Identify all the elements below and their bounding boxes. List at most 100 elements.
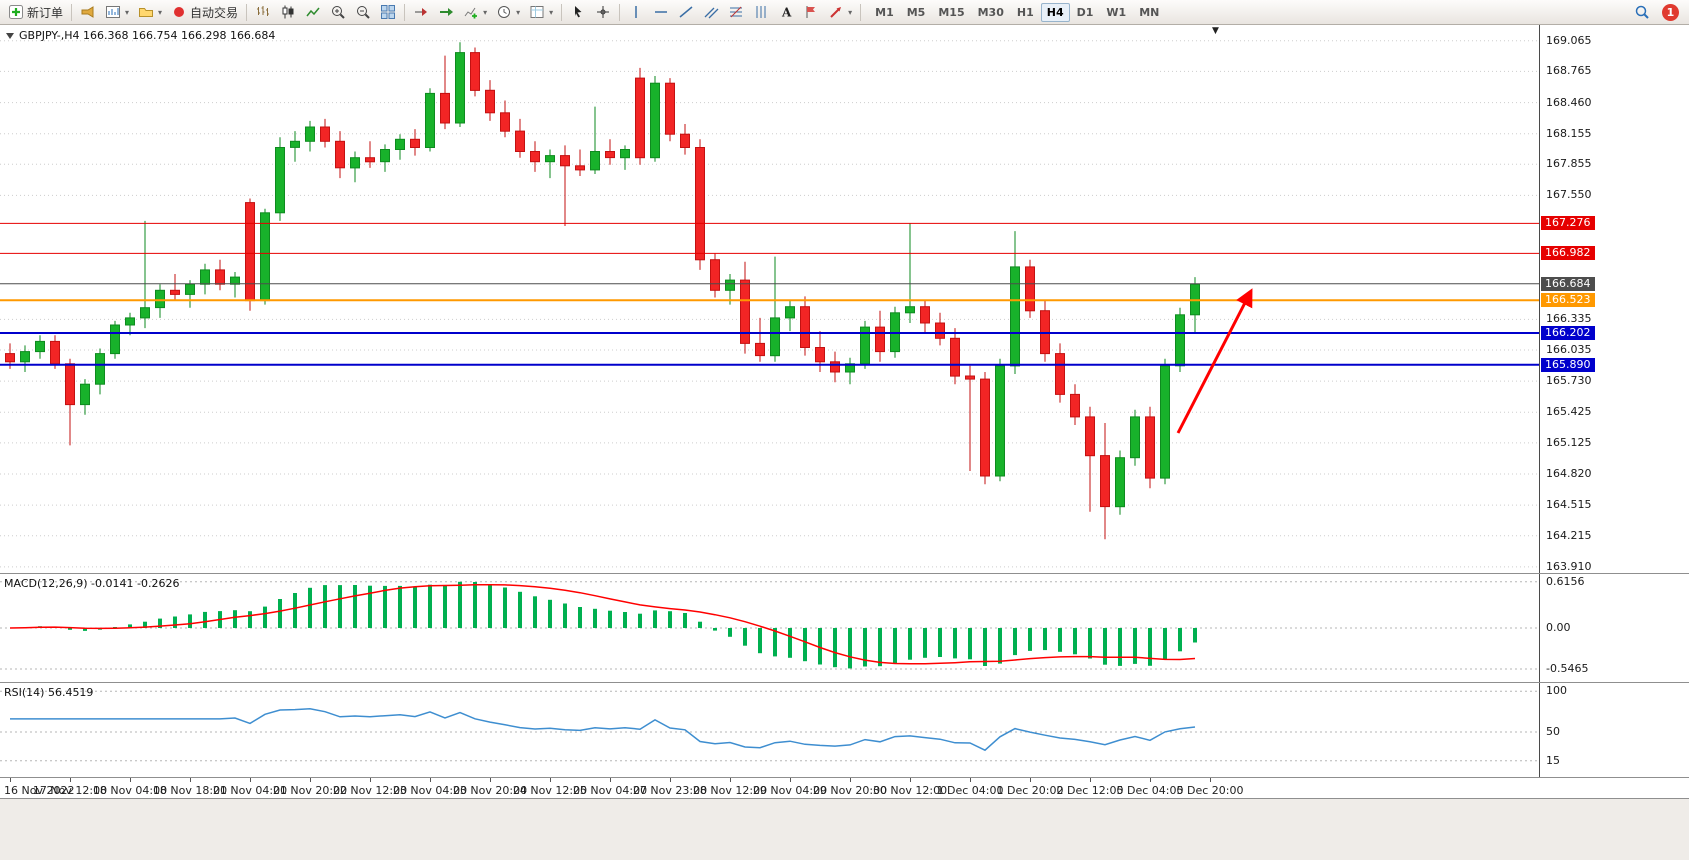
symbol-ohlc-text: GBPJPY-,H4 166.368 166.754 166.298 166.6…	[19, 29, 276, 42]
macd-scale-label: 0.00	[1546, 621, 1571, 634]
indicators-button[interactable]: ▾	[459, 2, 491, 23]
auto-scroll-button[interactable]	[434, 2, 458, 23]
pivot-orange-tag[interactable]: 166.523	[1541, 293, 1595, 308]
chart-info-line: GBPJPY-,H4 166.368 166.754 166.298 166.6…	[6, 29, 275, 42]
notification-badge[interactable]: 1	[1662, 3, 1679, 21]
line-chart-type-button[interactable]	[301, 2, 325, 23]
macd-histogram	[23, 581, 1197, 669]
cursor-tool-button[interactable]	[566, 2, 590, 23]
zoom-out-icon	[357, 6, 370, 19]
rsi-scale[interactable]: 100 50 15	[1539, 683, 1689, 777]
channel-tool-button[interactable]	[699, 2, 723, 23]
auto-trading-button[interactable]: 自动交易	[167, 2, 242, 23]
price-scale-label: 167.550	[1546, 188, 1592, 202]
price-scale-label: 164.215	[1546, 528, 1592, 542]
zoom-out-button[interactable]	[351, 2, 375, 23]
timeframe-button-m15[interactable]: M15	[938, 5, 965, 19]
time-axis[interactable]: 16 Nov 2022 17 Nov 12:00 18 Nov 04:00 18 No…	[0, 778, 1689, 799]
timeframe-button-h4[interactable]: H4	[1040, 2, 1070, 22]
resistance-1-tag[interactable]: 167.276	[1541, 216, 1595, 231]
macd-canvas[interactable]	[0, 574, 1539, 682]
one-click-trading-toggle-icon[interactable]	[6, 32, 14, 39]
price-scale-label: 165.730	[1546, 374, 1592, 388]
profiles-button[interactable]: ▾	[134, 2, 166, 23]
new-chart-button[interactable]: ▾	[101, 2, 133, 23]
price-scale-label: 168.460	[1546, 95, 1592, 109]
candlestick-chart-type-button[interactable]	[276, 2, 300, 23]
time-axis-tick	[1030, 778, 1031, 782]
time-axis-label: 30 Nov 12:00	[872, 784, 948, 797]
crosshair-tool-button[interactable]	[591, 2, 615, 23]
rsi-scale-label: 100	[1546, 684, 1567, 698]
template-icon	[530, 6, 544, 18]
toolbar-separator	[71, 3, 73, 21]
macd-scale[interactable]: 0.6156 0.00 -0.5465	[1539, 574, 1689, 682]
time-axis-tick	[250, 778, 251, 782]
cycle-lines-tool-button[interactable]	[749, 2, 773, 23]
timeframe-button-d1[interactable]: D1	[1076, 5, 1094, 19]
window-bottom-strip	[0, 799, 1689, 860]
rsi-info-line: RSI(14) 56.4519	[4, 686, 94, 699]
timeframe-button-h1[interactable]: H1	[1016, 5, 1034, 19]
vertical-line-tool-button[interactable]	[624, 2, 648, 23]
support-1-tag[interactable]: 166.202	[1541, 326, 1595, 340]
price-scale[interactable]: 169.065 168.765 168.460 168.155 167.855 167.5…	[1539, 25, 1689, 573]
chevron-down-icon: ▾	[158, 7, 163, 17]
time-axis-label: 18 Nov 18:00	[152, 784, 228, 797]
line-chart-icon	[306, 7, 320, 17]
time-axis-tick	[850, 778, 851, 782]
time-axis-label: 1 Dec 20:00	[996, 784, 1064, 797]
time-axis-tick	[1090, 778, 1091, 782]
timeframe-button-w1[interactable]: W1	[1106, 5, 1127, 19]
periods-button[interactable]: ▾	[492, 2, 524, 23]
price-scale-label: 166.035	[1546, 343, 1592, 356]
search-button[interactable]	[1630, 2, 1654, 23]
templates-button[interactable]: ▾	[525, 2, 557, 23]
chart-shift-button[interactable]	[409, 2, 433, 23]
time-axis-label: 29 Nov 04:00	[752, 784, 828, 797]
text-icon: A	[781, 6, 792, 20]
zoom-in-icon	[332, 6, 345, 19]
price-chart-canvas[interactable]	[0, 25, 1539, 573]
timeframe-toolbar: M1 M5 M15 M30 H1 H4 D1 W1 MN	[869, 2, 1165, 22]
bar-chart-type-button[interactable]	[251, 2, 275, 23]
tile-windows-button[interactable]	[376, 2, 400, 23]
resistance-2-tag[interactable]: 166.982	[1541, 246, 1595, 261]
chart-shift-marker-icon[interactable]: ▼	[1212, 26, 1219, 36]
rsi-canvas[interactable]	[0, 683, 1539, 777]
trendline-tool-button[interactable]	[674, 2, 698, 23]
timeframe-button-mn[interactable]: MN	[1139, 5, 1160, 19]
chevron-down-icon: ▾	[516, 7, 521, 17]
time-axis-label: 21 Nov 20:00	[272, 784, 348, 797]
timeframe-button-m1[interactable]: M1	[875, 5, 894, 19]
trend-arrow-annotation[interactable]	[1176, 288, 1253, 434]
toolbar-separator	[619, 3, 621, 21]
zoom-in-button[interactable]	[326, 2, 350, 23]
fibonacci-tool-button[interactable]	[724, 2, 748, 23]
time-axis-label: 16 Nov 2022	[4, 784, 75, 797]
time-axis-tick	[610, 778, 611, 782]
macd-info-line: MACD(12,26,9) -0.0141 -0.2626	[4, 577, 180, 590]
current-price-tag[interactable]: 166.684	[1541, 276, 1595, 291]
auto-scroll-icon	[440, 8, 454, 16]
chevron-down-icon: ▾	[125, 7, 130, 17]
support-2-tag[interactable]: 165.890	[1541, 357, 1595, 372]
cursor-icon	[575, 6, 582, 18]
chart-shift-icon	[415, 8, 428, 16]
timeframe-button-m5[interactable]: M5	[906, 5, 926, 19]
news-button[interactable]	[76, 2, 100, 23]
arrows-tool-button[interactable]: ▾	[824, 2, 856, 23]
rsi-scale-label: 50	[1546, 725, 1560, 738]
text-tool-button[interactable]: A	[774, 2, 798, 23]
new-order-button[interactable]: 新订单	[4, 2, 67, 23]
price-scale-label: 168.765	[1546, 64, 1592, 78]
time-axis-tick	[910, 778, 911, 782]
price-scale-label: 169.065	[1546, 33, 1592, 47]
time-axis-label: 28 Nov 12:00	[692, 784, 768, 797]
horizontal-line-tool-button[interactable]	[649, 2, 673, 23]
timeframe-button-m30[interactable]: M30	[977, 5, 1004, 19]
toolbar: 新订单 ▾ ▾ 自动交易	[0, 0, 1689, 25]
price-scale-label: 166.335	[1546, 312, 1592, 326]
text-label-tool-button[interactable]	[799, 2, 823, 23]
megaphone-icon	[81, 6, 94, 18]
